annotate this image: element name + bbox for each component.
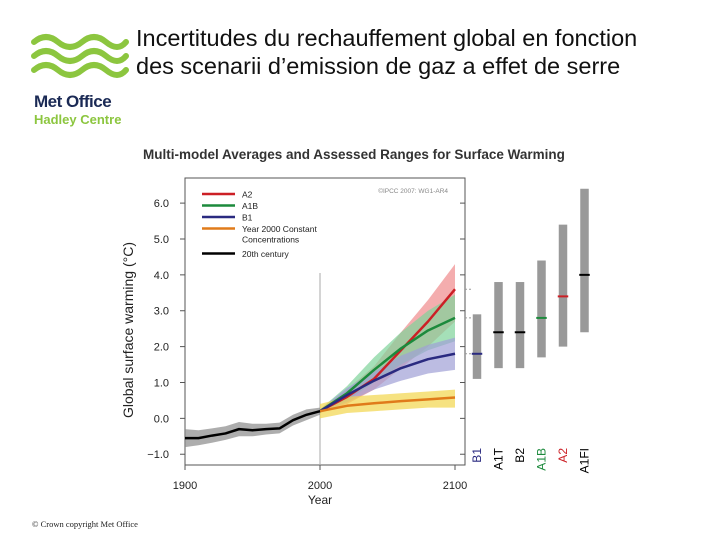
- chart-title: Multi-model Averages and Assessed Ranges…: [143, 147, 565, 162]
- x-tick-label: 1900: [173, 480, 197, 492]
- series-band-3: [320, 389, 455, 419]
- range-label-B1: B1: [470, 448, 484, 463]
- x-tick-label: 2100: [443, 480, 467, 492]
- y-tick-label: 6.0: [154, 198, 169, 210]
- legend-label-0: A2: [242, 190, 253, 200]
- range-label-A1FI: A1FI: [578, 448, 592, 473]
- y-tick-label: 4.0: [154, 270, 169, 282]
- legend-label-2: B1: [242, 213, 253, 223]
- x-axis-label: Year: [308, 493, 332, 507]
- y-tick-label: −1.0: [147, 449, 169, 461]
- y-tick-label: 2.0: [154, 342, 169, 354]
- slide-title: Incertitudes du rechauffement global en …: [136, 24, 716, 80]
- series-line-1: [319, 316, 456, 413]
- slide-title-line1: Incertitudes du rechauffement global en …: [136, 25, 638, 51]
- series-line-3: [319, 396, 456, 413]
- series-line-2: [319, 352, 456, 413]
- y-tick-label: 3.0: [154, 306, 169, 318]
- range-bar-A1T: [494, 282, 503, 369]
- range-label-A1T: A1T: [492, 447, 506, 470]
- y-tick-label: 5.0: [154, 234, 169, 246]
- logo-subtitle: Hadley Centre: [34, 112, 122, 127]
- range-label-A1B: A1B: [535, 448, 549, 471]
- logo-wordmark: Met Office: [34, 92, 112, 111]
- slide-title-line2: des scenarii d’emission de gaz a effet d…: [136, 53, 621, 79]
- legend-label-3: Year 2000 Constant: [242, 224, 317, 234]
- met-office-logo: Met Office Hadley Centre: [30, 30, 130, 130]
- series-line-4: [185, 409, 321, 440]
- chart-credit: ©IPCC 2007: WG1-AR4: [378, 187, 448, 195]
- y-tick-label: 0.0: [154, 413, 169, 425]
- range-bar-A1B: [537, 260, 546, 358]
- range-bar-A1FI: [580, 188, 589, 333]
- legend-label-1: A1B: [242, 201, 258, 211]
- x-tick-label: 2000: [308, 480, 332, 492]
- y-axis-label: Global surface warming (°C): [120, 242, 136, 418]
- legend-label-4: 20th century: [242, 249, 290, 259]
- range-bar-B1: [472, 314, 482, 379]
- copyright-footer: © Crown copyright Met Office: [32, 519, 138, 529]
- plot-frame: [184, 177, 466, 466]
- range-label-B2: B2: [513, 448, 527, 463]
- range-bar-A2: [558, 224, 568, 347]
- series-line-0: [319, 288, 456, 413]
- range-label-A2: A2: [556, 448, 570, 463]
- logo-waves-icon: [31, 34, 129, 78]
- series-band-4: [185, 407, 320, 448]
- series-band-1: [320, 294, 455, 413]
- legend-label-3-cont: Concentrations: [242, 235, 299, 245]
- y-tick-label: 1.0: [154, 377, 169, 389]
- range-bar-B2: [515, 282, 525, 369]
